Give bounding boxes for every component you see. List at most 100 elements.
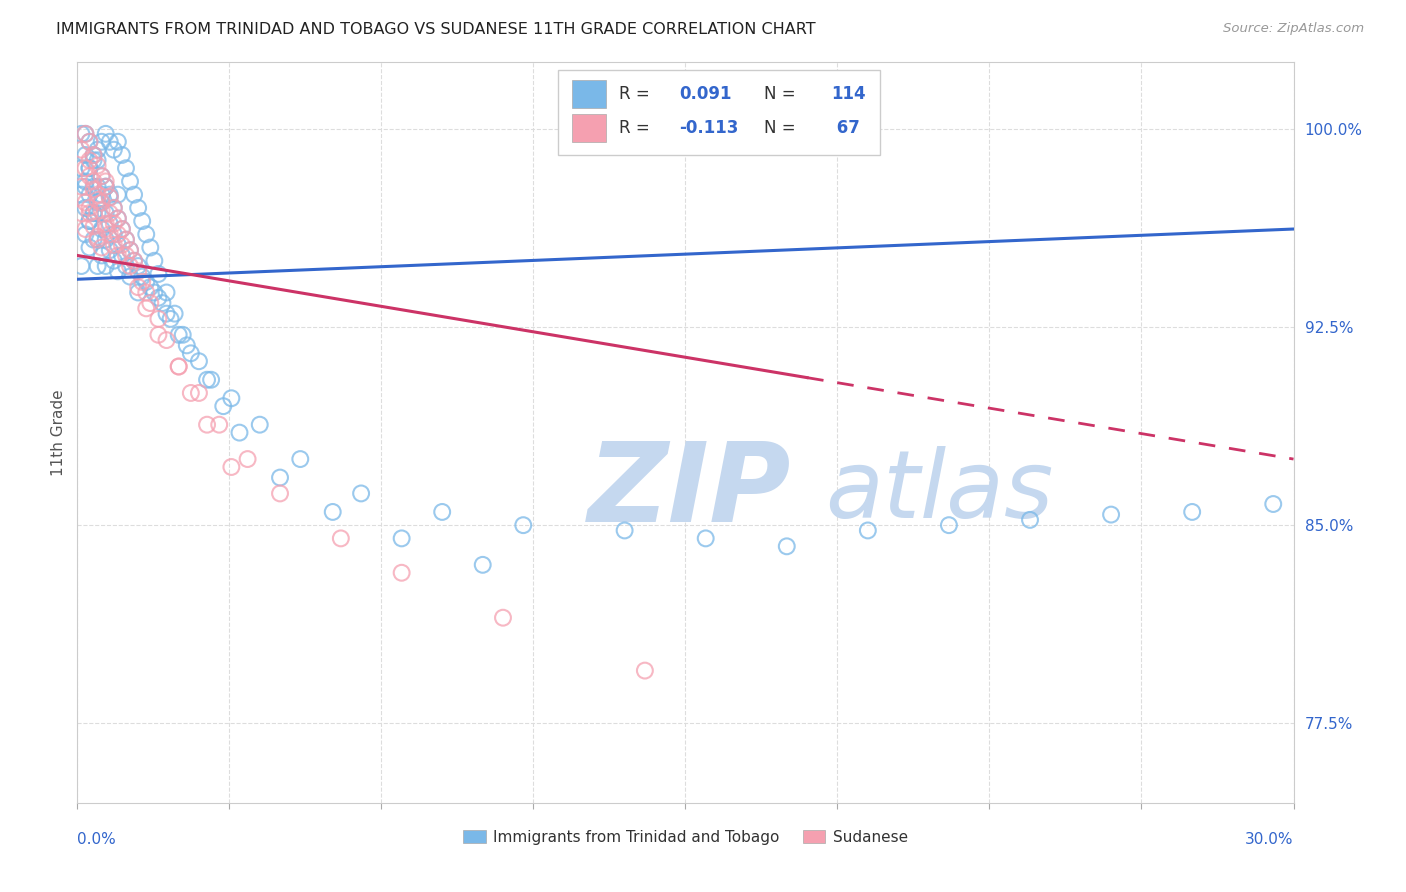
Point — [391, 566, 413, 580]
Point — [75, 179, 97, 194]
Point — [1099, 508, 1122, 522]
Point — [94, 233, 117, 247]
Point — [103, 143, 125, 157]
Point — [79, 240, 101, 255]
Point — [135, 275, 157, 289]
Point — [107, 135, 129, 149]
Point — [111, 148, 134, 162]
Point — [167, 359, 190, 374]
Point — [75, 161, 97, 176]
Point — [79, 214, 101, 228]
Point — [79, 161, 101, 176]
Point — [148, 327, 170, 342]
Point — [103, 217, 125, 231]
Point — [107, 227, 129, 242]
Point — [90, 187, 112, 202]
Point — [90, 135, 112, 149]
Point — [322, 505, 344, 519]
Point — [86, 187, 108, 202]
Point — [115, 233, 138, 247]
Point — [492, 610, 515, 624]
Point — [75, 148, 97, 162]
Point — [79, 135, 101, 149]
Point — [83, 153, 105, 168]
Point — [107, 238, 129, 252]
Point — [118, 243, 141, 257]
Point — [107, 264, 129, 278]
Point — [83, 206, 105, 220]
Point — [163, 307, 186, 321]
Point — [107, 211, 129, 226]
Point — [90, 169, 112, 183]
Point — [127, 280, 149, 294]
Point — [118, 259, 141, 273]
Point — [152, 296, 174, 310]
Point — [86, 206, 108, 220]
Point — [70, 259, 93, 273]
Point — [94, 174, 117, 188]
Point — [208, 417, 231, 432]
Point — [94, 179, 117, 194]
Point — [79, 187, 101, 202]
Point — [86, 193, 108, 207]
Point — [135, 301, 157, 316]
Point — [75, 195, 97, 210]
Point — [83, 233, 105, 247]
Point — [139, 280, 162, 294]
Point — [131, 269, 153, 284]
Text: atlas: atlas — [825, 446, 1053, 537]
Point — [83, 179, 105, 194]
Point — [135, 285, 157, 300]
Text: 30.0%: 30.0% — [1246, 832, 1294, 847]
Point — [221, 460, 243, 475]
Point — [188, 354, 211, 368]
Point — [94, 127, 117, 141]
Text: N =: N = — [765, 119, 801, 136]
Point — [75, 127, 97, 141]
Point — [86, 230, 108, 244]
Point — [98, 243, 121, 257]
Point — [1263, 497, 1285, 511]
Point — [79, 153, 101, 168]
Point — [90, 195, 112, 210]
Text: Source: ZipAtlas.com: Source: ZipAtlas.com — [1223, 22, 1364, 36]
Point — [143, 253, 166, 268]
Point — [111, 238, 134, 252]
Point — [938, 518, 960, 533]
Point — [98, 190, 121, 204]
Point — [90, 240, 112, 255]
Point — [148, 267, 170, 281]
Point — [167, 327, 190, 342]
Point — [94, 222, 117, 236]
Point — [70, 161, 93, 176]
Point — [107, 248, 129, 262]
Point — [94, 179, 117, 194]
Point — [180, 386, 202, 401]
Y-axis label: 11th Grade: 11th Grade — [51, 389, 66, 476]
Point — [86, 195, 108, 210]
Point — [98, 135, 121, 149]
Point — [75, 227, 97, 242]
Point — [127, 259, 149, 273]
Text: -0.113: -0.113 — [679, 119, 738, 136]
Point — [86, 153, 108, 168]
Point — [148, 291, 170, 305]
Point — [75, 201, 97, 215]
Point — [90, 203, 112, 218]
Point — [143, 285, 166, 300]
Point — [98, 206, 121, 220]
Point — [115, 233, 138, 247]
Point — [430, 505, 453, 519]
Point — [70, 127, 93, 141]
Point — [103, 238, 125, 252]
Point — [86, 159, 108, 173]
Point — [139, 240, 162, 255]
Point — [70, 179, 93, 194]
Point — [613, 524, 636, 538]
Point — [122, 187, 145, 202]
Point — [155, 333, 177, 347]
Point — [329, 532, 352, 546]
Point — [98, 190, 121, 204]
Point — [83, 182, 105, 196]
Point — [350, 486, 373, 500]
